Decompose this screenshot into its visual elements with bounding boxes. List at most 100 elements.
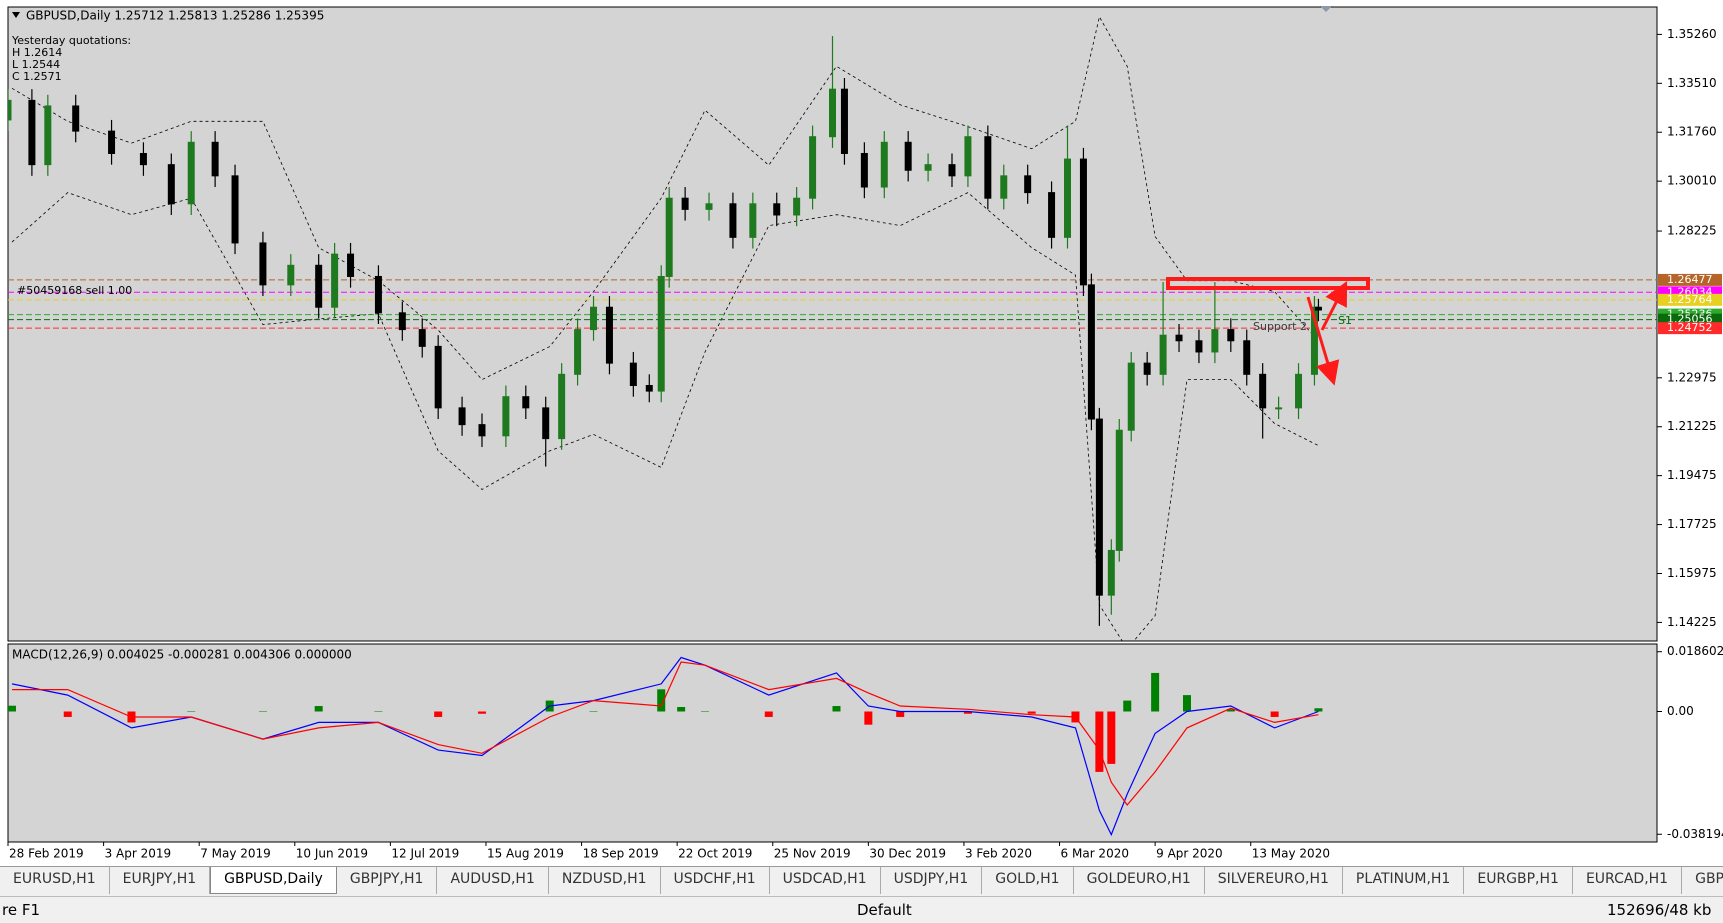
histogram-bar [1107,711,1116,764]
terminal-chart: 1.35260 1.33510 1.31760 1.30010 1.28225 1.229… [0,0,1723,866]
y-tick-label: 1.33510 [1667,76,1717,90]
macd-line [12,661,1319,806]
symbol-tab[interactable]: SILVEREURO,H1 [1205,867,1343,894]
histogram-bar [832,706,841,712]
x-tick-label: 6 Mar 2020 [1061,847,1129,861]
symbol-tab[interactable]: GOLDEURO,H1 [1074,867,1205,894]
y-tick-label: 0.018602 [1667,644,1723,658]
annotation: H 1.2614 [12,46,62,59]
candle-body [1227,329,1235,342]
candle-body [167,164,175,205]
candle-body [522,396,530,409]
candle-body [1000,175,1008,199]
y-tick-label: 0.00 [1667,704,1694,718]
annotation: Yesterday quotations: [11,34,131,47]
candle-body [681,197,689,210]
y-tick-label: 1.19475 [1667,468,1717,482]
candle-body [1195,340,1203,353]
candle-body [629,362,637,386]
histogram-bar [677,707,686,712]
symbol-tab[interactable]: USDJPY,H1 [881,867,983,894]
candle-body [259,242,267,286]
candle-body [705,203,713,210]
candle-body [542,407,550,440]
level-label: 1.26477 [1667,273,1713,286]
candle-body [1314,306,1322,311]
candle-body [347,253,355,277]
symbol-tab[interactable]: GBPJPY,H1 [337,867,438,894]
histogram-bar [1095,711,1104,772]
symbol-tab[interactable]: EURUSD,H1 [0,867,110,894]
histogram-bar [258,711,267,712]
candle-body [657,275,665,392]
macd-line [11,656,1319,837]
bollinger-band [11,15,1319,381]
y-tick-label: 1.17725 [1667,517,1717,531]
candle-body [1048,192,1056,238]
level-note: Support 2 [1253,320,1307,333]
candle-body [793,197,801,216]
candle-body [108,130,116,154]
candle-body [502,396,510,437]
histogram-bar [864,711,873,725]
histogram-bar [657,689,666,712]
symbol-tab[interactable]: USDCHF,H1 [661,867,770,894]
histogram-bar [8,705,16,712]
candle-body [315,264,323,308]
x-tick-label: 3 Feb 2020 [965,847,1032,861]
candle-body [829,88,836,138]
candle-body [28,99,36,166]
resistance-box [1166,277,1370,290]
candle-body [964,136,972,177]
candle-body [645,384,653,392]
symbol-tab[interactable]: NZDUSD,H1 [549,867,661,894]
y-tick-label: 1.31760 [1667,125,1717,139]
level-tag [1658,273,1722,286]
candle-body [434,345,442,409]
histogram-bar [1226,709,1235,712]
histogram-bar [63,711,72,717]
symbol-tab[interactable]: GOLD,H1 [982,867,1074,894]
histogram-bar [187,711,196,712]
x-tick-label: 7 May 2019 [200,847,271,861]
symbol-tab[interactable]: EURGBP,H1 [1464,867,1573,894]
candle-body [1127,362,1135,431]
candle-body [231,175,239,244]
macd-title: MACD(12,26,9) 0.004025 -0.000281 0.00430… [12,648,352,662]
x-tick-label: 22 Oct 2019 [678,847,752,861]
candle-body [860,152,868,188]
candle-body [44,105,52,166]
candle-body [1310,306,1318,375]
candle-body [1211,329,1219,353]
y-tick-label: -0.038194 [1667,827,1723,841]
x-tick-label: 13 May 2020 [1252,847,1330,861]
candle-body [984,136,992,199]
histogram-bar [1027,711,1036,714]
order-label: #50459168 sell 1.00 [17,284,132,297]
shift-marker [1320,6,1332,12]
level-tag [1658,322,1722,335]
symbol-tab[interactable]: USDCAD,H1 [770,867,881,894]
y-tick-label: 1.35260 [1667,27,1717,41]
symbol-tab[interactable]: EURCAD,H1 [1573,867,1683,894]
candle-body [418,329,426,347]
symbol-tab[interactable]: EURJPY,H1 [110,867,211,894]
annotation: L 1.2544 [12,58,60,71]
x-tick-label: 25 Nov 2019 [774,847,851,861]
candle-body [590,306,598,331]
symbol-tab[interactable]: GBPUSD,Daily [210,867,337,894]
candle-body [187,141,195,205]
x-tick-label: 28 Feb 2019 [9,847,84,861]
histogram-bar [1182,695,1191,712]
symbol-tab[interactable]: GBP [1682,867,1723,894]
candle-body [574,329,582,375]
candle-body [1159,334,1167,375]
candle-body [880,141,888,188]
symbol-tab[interactable]: PLATINUM,H1 [1343,867,1465,894]
symbol-tab[interactable]: AUDUSD,H1 [437,867,549,894]
candle-body [1115,429,1123,551]
arrow-down [1306,296,1340,386]
x-tick-label: 10 Jun 2019 [296,847,368,861]
symbol-tabs: EURUSD,H1 EURJPY,H1 GBPUSD,Daily GBPJPY,H1 A… [0,866,1723,894]
